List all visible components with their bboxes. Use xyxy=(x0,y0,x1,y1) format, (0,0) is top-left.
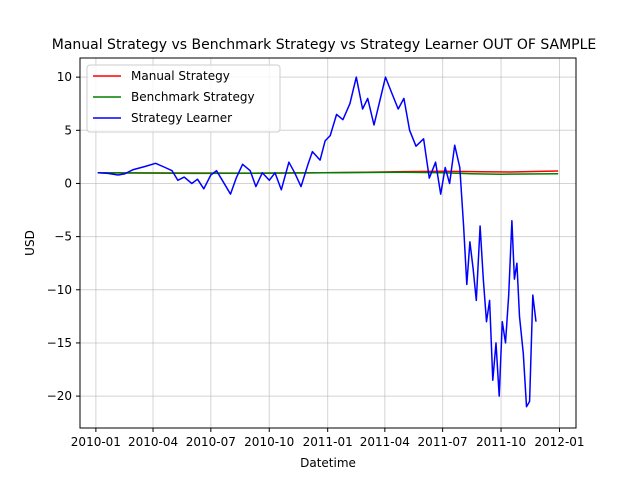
x-tick-label: 2010-10 xyxy=(244,435,294,449)
x-tick-label: 2012-01 xyxy=(534,435,584,449)
y-tick-label: 0 xyxy=(64,176,72,190)
legend-label: Benchmark Strategy xyxy=(131,90,255,104)
x-tick-label: 2010-01 xyxy=(71,435,121,449)
series-line-benchmark-strategy xyxy=(97,171,559,175)
y-tick-label: 5 xyxy=(64,123,72,137)
chart-title: Manual Strategy vs Benchmark Strategy vs… xyxy=(52,37,597,53)
x-tick-label: 2011-10 xyxy=(476,435,526,449)
legend: Manual Strategy Benchmark Strategy Strateg… xyxy=(86,64,281,133)
series-line-strategy-learner xyxy=(97,76,537,408)
x-tick-label: 2010-07 xyxy=(186,435,236,449)
legend-label: Manual Strategy xyxy=(131,69,230,83)
legend-box xyxy=(86,64,281,133)
y-tick-label: 10 xyxy=(57,70,72,84)
y-axis-label: USD xyxy=(23,230,37,256)
x-tick-label: 2011-07 xyxy=(418,435,468,449)
y-tick-label: −15 xyxy=(47,336,72,350)
x-tick-label: 2010-04 xyxy=(128,435,178,449)
y-tick-label: −5 xyxy=(54,230,72,244)
legend-label: Strategy Learner xyxy=(131,111,232,125)
x-tick-label: 2011-04 xyxy=(360,435,410,449)
y-tick-label: −20 xyxy=(47,389,72,403)
x-axis-label: Datetime xyxy=(300,456,356,470)
series-lines xyxy=(97,76,559,408)
x-tick-label: 2011-01 xyxy=(303,435,353,449)
ticks: 2010-01 2010-04 2010-07 2010-10 2011-01 2011-… xyxy=(47,70,585,449)
y-tick-label: −10 xyxy=(47,283,72,297)
